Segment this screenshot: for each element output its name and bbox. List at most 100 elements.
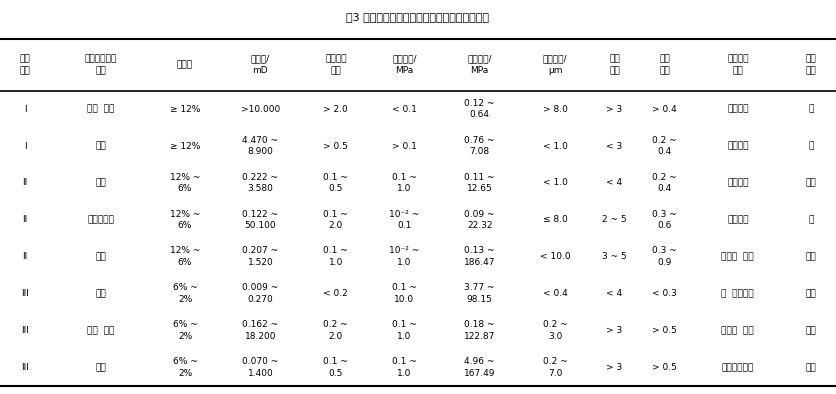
Text: 较好: 较好 (806, 326, 816, 335)
Text: 0.1 ~
1.0: 0.1 ~ 1.0 (392, 357, 416, 378)
Text: 6% ~
2%: 6% ~ 2% (173, 320, 197, 341)
Text: < 1.0: < 1.0 (543, 141, 568, 151)
Text: 0.1 ~
1.0: 0.1 ~ 1.0 (324, 246, 348, 267)
Text: II: II (23, 252, 28, 261)
Text: 好: 好 (808, 104, 813, 113)
Text: > 3: > 3 (606, 104, 623, 113)
Text: 裂缝  孔隙: 裂缝 孔隙 (87, 104, 115, 113)
Text: > 0.1: > 0.1 (392, 141, 416, 151)
Text: 3 ~ 5: 3 ~ 5 (602, 252, 627, 261)
Text: < 0.1: < 0.1 (392, 104, 416, 113)
Text: 0.1 ~
1.0: 0.1 ~ 1.0 (392, 173, 416, 193)
Text: 变异
系数: 变异 系数 (660, 55, 670, 75)
Text: 大孔中喉: 大孔中喉 (727, 178, 748, 188)
Text: 0.09 ~
22.32: 0.09 ~ 22.32 (465, 210, 495, 230)
Text: 6% ~
2%: 6% ~ 2% (173, 283, 197, 304)
Text: 0.18 ~
122.87: 0.18 ~ 122.87 (464, 320, 496, 341)
Text: > 2.0: > 2.0 (324, 104, 348, 113)
Text: > 3: > 3 (606, 363, 623, 372)
Text: 0.2 ~
7.0: 0.2 ~ 7.0 (543, 357, 568, 378)
Text: 储层
评价: 储层 评价 (806, 55, 816, 75)
Text: III: III (21, 326, 29, 335)
Text: 储集空间组合
类型: 储集空间组合 类型 (84, 55, 117, 75)
Text: III: III (21, 289, 29, 298)
Text: 分选
系数: 分选 系数 (609, 55, 619, 75)
Text: 0.1 ~
2.0: 0.1 ~ 2.0 (324, 210, 348, 230)
Text: 表3 川西气田雷四上亚段下储层分类评价标准表: 表3 川西气田雷四上亚段下储层分类评价标准表 (346, 12, 490, 22)
Text: < 0.3: < 0.3 (652, 289, 677, 298)
Text: 较差: 较差 (806, 289, 816, 298)
Text: 中孔细一微喉: 中孔细一微喉 (721, 363, 754, 372)
Text: 0.1 ~
1.0: 0.1 ~ 1.0 (392, 320, 416, 341)
Text: ≥ 12%: ≥ 12% (170, 104, 200, 113)
Text: 0.222 ~
3.580: 0.222 ~ 3.580 (242, 173, 278, 193)
Text: 12% ~
6%: 12% ~ 6% (170, 246, 200, 267)
Text: 4.96 ~
167.49: 4.96 ~ 167.49 (464, 357, 496, 378)
Text: 大孔粗喉: 大孔粗喉 (727, 216, 748, 225)
Text: 0.2 ~
2.0: 0.2 ~ 2.0 (324, 320, 348, 341)
Text: > 0.5: > 0.5 (324, 141, 349, 151)
Text: 0.1 ~
10.0: 0.1 ~ 10.0 (392, 283, 416, 304)
Text: 孔隙配置
关系: 孔隙配置 关系 (727, 55, 748, 75)
Text: 12% ~
6%: 12% ~ 6% (170, 210, 200, 230)
Text: > 0.5: > 0.5 (652, 326, 677, 335)
Text: 大孔粗喉: 大孔粗喉 (727, 104, 748, 113)
Text: 0.3 ~
0.9: 0.3 ~ 0.9 (652, 246, 677, 267)
Text: 0.207 ~
1.520: 0.207 ~ 1.520 (242, 246, 278, 267)
Text: < 1.0: < 1.0 (543, 178, 568, 188)
Text: < 10.0: < 10.0 (540, 252, 570, 261)
Text: 2 ~ 5: 2 ~ 5 (602, 216, 627, 225)
Text: I: I (23, 104, 27, 113)
Text: 平均半径/
μm: 平均半径/ μm (543, 55, 568, 75)
Text: 中值压力/
MPa: 中值压力/ MPa (467, 55, 492, 75)
Text: 0.2 ~
0.4: 0.2 ~ 0.4 (652, 173, 677, 193)
Text: 大孔细  微喉: 大孔细 微喉 (721, 252, 754, 261)
Text: 储层品质
参数: 储层品质 参数 (325, 55, 346, 75)
Text: > 3: > 3 (606, 326, 623, 335)
Text: 10⁻² ~
0.1: 10⁻² ~ 0.1 (390, 210, 420, 230)
Text: 0.3 ~
0.6: 0.3 ~ 0.6 (652, 210, 677, 230)
Text: ≤ 8.0: ≤ 8.0 (543, 216, 568, 225)
Text: 中  小孔细喉: 中 小孔细喉 (721, 289, 754, 298)
Text: II: II (23, 178, 28, 188)
Text: 0.76 ~
7.08: 0.76 ~ 7.08 (465, 136, 495, 156)
Text: < 4: < 4 (606, 178, 623, 188)
Text: 孔隙: 孔隙 (95, 289, 106, 298)
Text: 中孔中  微喉: 中孔中 微喉 (721, 326, 754, 335)
Text: 较好: 较好 (806, 252, 816, 261)
Text: 4.470 ~
8.900: 4.470 ~ 8.900 (242, 136, 278, 156)
Text: 孔隙度: 孔隙度 (177, 61, 193, 69)
Text: 裂缝一孔隙: 裂缝一孔隙 (87, 216, 114, 225)
Text: 0.2 ~
0.4: 0.2 ~ 0.4 (652, 136, 677, 156)
Text: 孔隙: 孔隙 (95, 178, 106, 188)
Text: 0.009 ~
0.270: 0.009 ~ 0.270 (242, 283, 278, 304)
Text: 储层
类型: 储层 类型 (20, 55, 30, 75)
Text: 较差: 较差 (806, 363, 816, 372)
Text: > 8.0: > 8.0 (543, 104, 568, 113)
Text: 10⁻² ~
1.0: 10⁻² ~ 1.0 (390, 246, 420, 267)
Text: 0.070 ~
1.400: 0.070 ~ 1.400 (242, 357, 278, 378)
Text: 0.12 ~
0.64: 0.12 ~ 0.64 (465, 98, 495, 119)
Text: 0.1 ~
0.5: 0.1 ~ 0.5 (324, 173, 348, 193)
Text: 0.122 ~
50.100: 0.122 ~ 50.100 (242, 210, 278, 230)
Text: I: I (23, 141, 27, 151)
Text: 6% ~
2%: 6% ~ 2% (173, 357, 197, 378)
Text: II: II (23, 216, 28, 225)
Text: 0.162 ~
18.200: 0.162 ~ 18.200 (242, 320, 278, 341)
Text: 0.1 ~
0.5: 0.1 ~ 0.5 (324, 357, 348, 378)
Text: 孔洞: 孔洞 (95, 141, 106, 151)
Text: 好: 好 (808, 216, 813, 225)
Text: 孔洞: 孔洞 (95, 252, 106, 261)
Text: 孔洞: 孔洞 (95, 363, 106, 372)
Text: 裂缝  孔隙: 裂缝 孔隙 (87, 326, 115, 335)
Text: 0.13 ~
186.47: 0.13 ~ 186.47 (464, 246, 496, 267)
Text: > 0.4: > 0.4 (652, 104, 677, 113)
Text: 大孔中喉: 大孔中喉 (727, 141, 748, 151)
Text: 0.2 ~
3.0: 0.2 ~ 3.0 (543, 320, 568, 341)
Text: 12% ~
6%: 12% ~ 6% (170, 173, 200, 193)
Text: < 4: < 4 (606, 289, 623, 298)
Text: III: III (21, 363, 29, 372)
Text: 渗透率/
mD: 渗透率/ mD (251, 55, 270, 75)
Text: < 3: < 3 (606, 141, 623, 151)
Text: > 0.5: > 0.5 (652, 363, 677, 372)
